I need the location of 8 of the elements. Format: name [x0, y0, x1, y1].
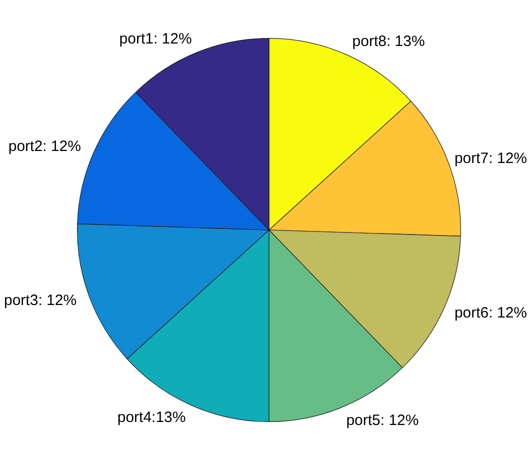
slice-label: port8: 13%	[352, 33, 425, 50]
slice-label: port7: 12%	[454, 150, 527, 168]
slice-label: port2: 12%	[8, 138, 81, 155]
slice-label: port4:13%	[117, 409, 186, 426]
slice-label: port1: 12%	[119, 30, 192, 48]
slice-label: port3: 12%	[4, 292, 77, 310]
slice-label: port6: 12%	[454, 304, 527, 322]
slice-label: port5: 12%	[346, 412, 419, 429]
